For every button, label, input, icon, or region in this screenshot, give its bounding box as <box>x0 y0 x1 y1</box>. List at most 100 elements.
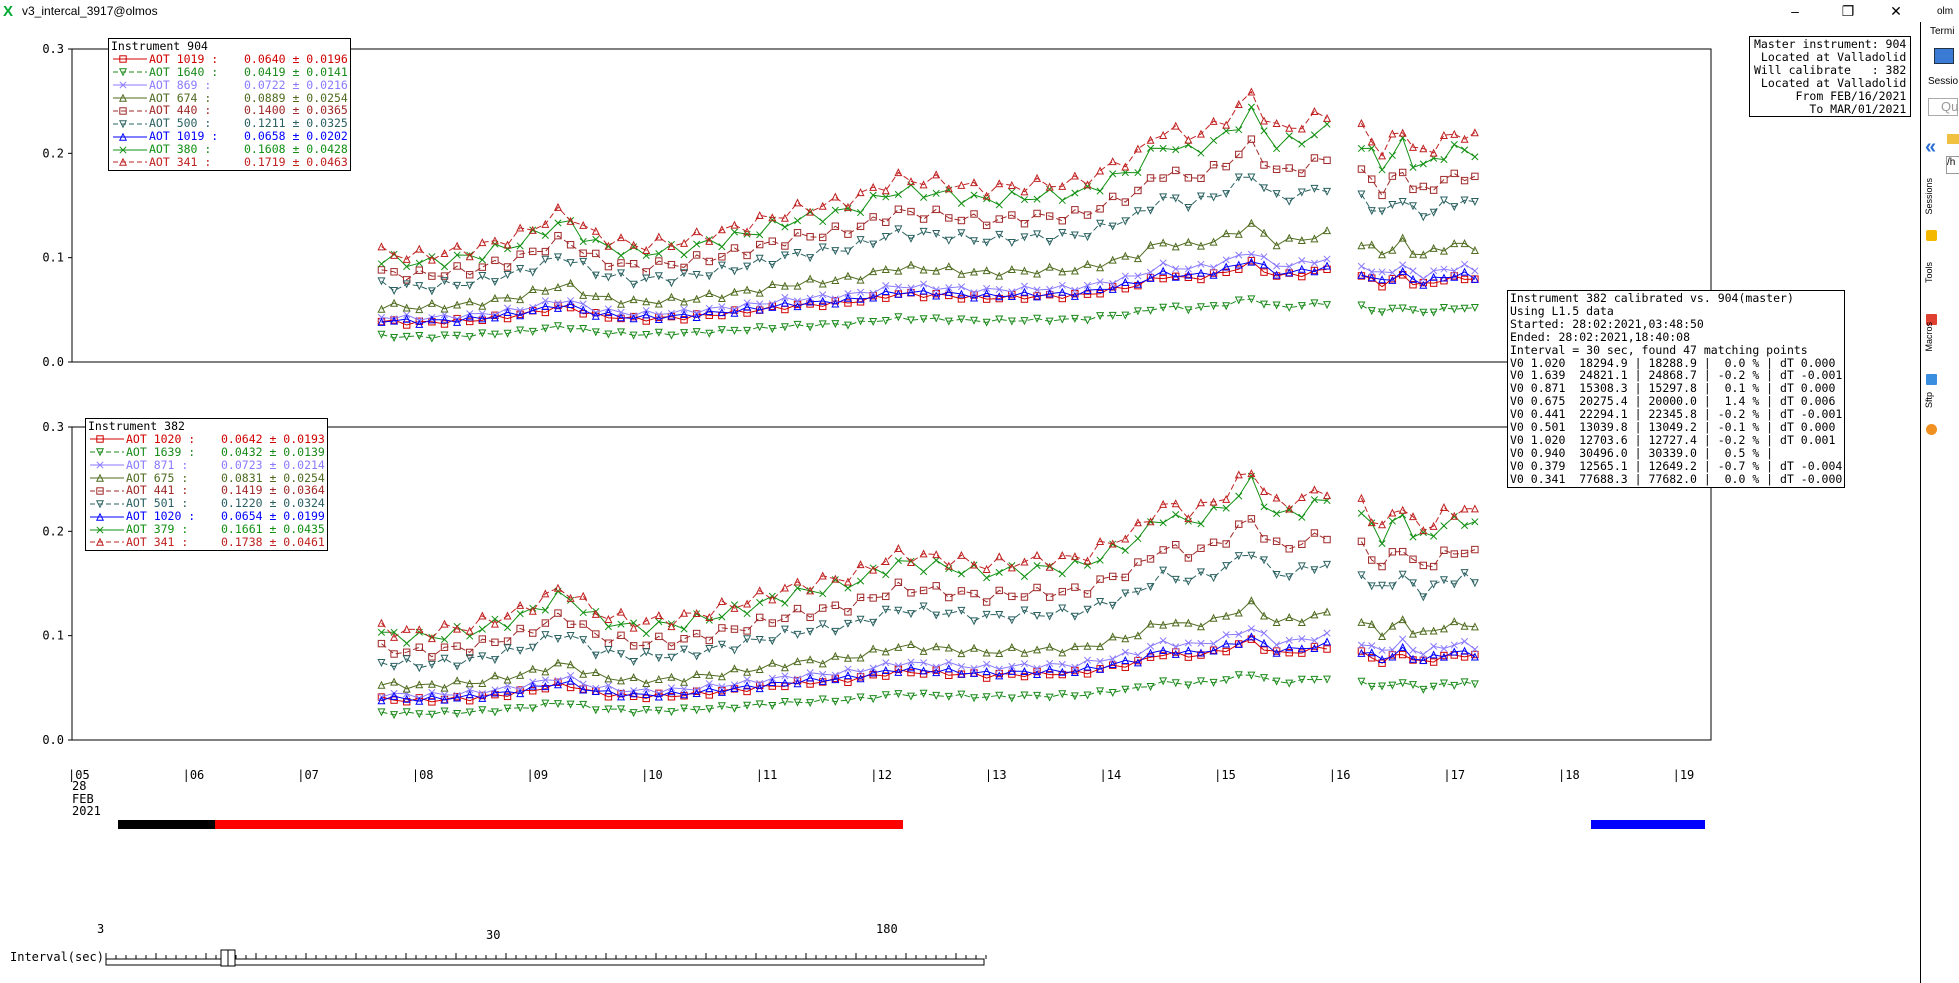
legend-series-value: 0.0419 ± 0.0141 <box>244 64 348 79</box>
sidebar-top-item-1[interactable]: Termi <box>1930 26 1955 37</box>
y-tick-label: 0.1 <box>42 629 64 643</box>
legend-series-name: AOT 341 : <box>149 155 212 170</box>
legend-swatch <box>90 487 124 495</box>
close-button[interactable]: ✕ <box>1890 3 1902 19</box>
legend-series-name: AOT 380 : <box>149 142 212 157</box>
monitor-icon[interactable] <box>1934 48 1954 64</box>
series-1-2 <box>377 625 1479 702</box>
legend-series-value: 0.1719 ± 0.0463 <box>244 155 348 170</box>
series-line <box>1361 168 1476 197</box>
legend-swatch <box>113 68 147 77</box>
info-line: Located at Valladolid <box>1760 75 1907 90</box>
series-1-7 <box>377 472 1479 647</box>
legend-entry: AOT 871 : 0.0723 ± 0.0214 <box>88 458 325 472</box>
series-0-5 <box>377 173 1479 296</box>
legend-series-value: 0.1661 ± 0.0435 <box>221 522 325 537</box>
interval-slider[interactable] <box>100 941 1000 971</box>
legend-entry: AOT 341 : 0.1719 ± 0.0463 <box>111 156 348 169</box>
calibration-line: Started: 28:02:2021,03:48:50 <box>1510 316 1704 331</box>
search-input[interactable]: Qu <box>1928 98 1958 116</box>
legend-series-name: AOT 440 : <box>149 103 212 118</box>
legend-series-value: 0.0642 ± 0.0193 <box>221 431 325 446</box>
info-line: Master instrument: 904 <box>1754 37 1907 51</box>
calibration-results-box: Instrument 382 calibrated vs. 904(master… <box>1507 290 1846 488</box>
legend-series-name: AOT 1020 : <box>126 431 196 446</box>
side-panel <box>1920 22 1959 983</box>
legend-series-name: AOT 441 : <box>126 483 189 498</box>
x-tick-label: |19 <box>1672 768 1695 782</box>
series-line <box>1361 572 1476 598</box>
date-year: 2021 <box>72 804 101 818</box>
x-tick-label: |08 <box>411 768 434 782</box>
x-tick-label: |12 <box>870 768 892 782</box>
y-tick-label: 0.2 <box>42 524 64 538</box>
date-month: FEB <box>72 791 94 806</box>
x-tick-label: |14 <box>1099 768 1122 782</box>
x-tick-label: |17 <box>1443 768 1466 782</box>
legend-swatch <box>90 448 124 457</box>
folder-icon <box>1947 134 1959 144</box>
legend-swatch <box>90 500 124 509</box>
title-bar: X v3_intercal_3917@olmos – ❐ ✕ <box>0 0 1959 22</box>
legend-series-name: AOT 674 : <box>149 90 212 105</box>
legend-entry: AOT 674 : 0.0889 ± 0.0254 <box>111 90 348 105</box>
legend-series-value: 0.0831 ± 0.0254 <box>221 470 325 485</box>
legend-swatch <box>113 120 147 129</box>
calibration-line: V0 0.940 30496.0 | 30339.0 | 0.5 % | <box>1510 445 1774 460</box>
series-line <box>381 90 1328 261</box>
series-1-8 <box>377 469 1479 643</box>
info-line: From FEB/16/2021 <box>1795 88 1907 103</box>
restore-button[interactable]: ❐ <box>1841 3 1855 19</box>
legend-series-name: AOT 675 : <box>126 470 189 485</box>
legend-entry: AOT 440 : 0.1400 ± 0.0365 <box>111 104 348 117</box>
sidebar-top-item-0[interactable]: olm <box>1937 6 1954 17</box>
legend-entry: AOT 1020 : 0.0642 ± 0.0193 <box>88 433 325 446</box>
y-tick-label: 0.0 <box>42 355 64 369</box>
series-1-5 <box>377 551 1479 673</box>
x-tick-label: |11 <box>755 768 778 782</box>
y-tick-label: 0.0 <box>42 733 64 747</box>
legend-series-value: 0.0432 ± 0.0139 <box>221 444 325 459</box>
legend-series-value: 0.1400 ± 0.0365 <box>244 103 348 118</box>
calibration-line: Ended: 28:02:2021,18:40:08 <box>1510 329 1691 344</box>
legend-title: Instrument 904 <box>111 39 208 53</box>
legend-series-value: 0.1608 ± 0.0428 <box>244 142 348 157</box>
x-tick-label: |09 <box>526 768 549 782</box>
minimize-button[interactable]: – <box>1791 3 1799 19</box>
sidebar-collapse-button[interactable]: « <box>1925 136 1937 158</box>
legend-series-value: 0.0658 ± 0.0202 <box>244 129 348 144</box>
calibration-line: V0 0.871 15308.3 | 15297.8 | 0.1 % | dT … <box>1510 381 1836 396</box>
series-0-1 <box>377 295 1479 343</box>
series-0-6 <box>377 257 1479 328</box>
legend-series-value: 0.1211 ± 0.0325 <box>244 116 348 131</box>
legend-series-value: 0.0889 ± 0.0254 <box>244 90 348 105</box>
plot-frame-1 <box>71 426 1712 741</box>
legend-series-value: 0.1419 ± 0.0364 <box>221 483 325 498</box>
slider-label: Interval(sec) <box>10 950 104 964</box>
info-line: Will calibrate : 382 <box>1754 62 1907 77</box>
legend-entry: AOT 1639 : 0.0432 ± 0.0139 <box>88 444 325 459</box>
calibration-line: V0 1.020 18294.9 | 18288.9 | 0.0 % | dT … <box>1510 355 1836 370</box>
series-1-4 <box>377 515 1479 661</box>
y-tick-label: 0.3 <box>42 42 64 56</box>
series-line <box>381 636 1328 702</box>
window-title: v3_intercal_3917@olmos <box>22 4 158 18</box>
series-line <box>381 638 1328 703</box>
series-line <box>1361 136 1476 171</box>
series-1-6 <box>377 632 1479 705</box>
series-line <box>381 674 1328 716</box>
slider-mid-label: 30 <box>486 928 501 942</box>
legend-series-name: AOT 500 : <box>149 116 212 131</box>
master-info-box: Master instrument: 904 Located at Vallado… <box>1749 36 1912 118</box>
calibration-line: V0 0.675 20275.4 | 20000.0 | 1.4 % | dT … <box>1510 394 1836 409</box>
path-field[interactable]: /h <box>1946 156 1959 174</box>
series-line <box>1361 618 1475 638</box>
series-line <box>381 554 1328 669</box>
legend-series-value: 0.0640 ± 0.0196 <box>244 51 348 66</box>
sidebar-top-item-2[interactable]: Sessio <box>1928 76 1959 87</box>
legend-series-value: 0.0654 ± 0.0199 <box>221 509 325 524</box>
calibration-line: Instrument 382 calibrated vs. 904(master… <box>1510 291 1794 305</box>
date-label: 28 FEB 2021 <box>72 780 101 818</box>
legend-entry: AOT 869 : 0.0722 ± 0.0216 <box>111 78 348 92</box>
